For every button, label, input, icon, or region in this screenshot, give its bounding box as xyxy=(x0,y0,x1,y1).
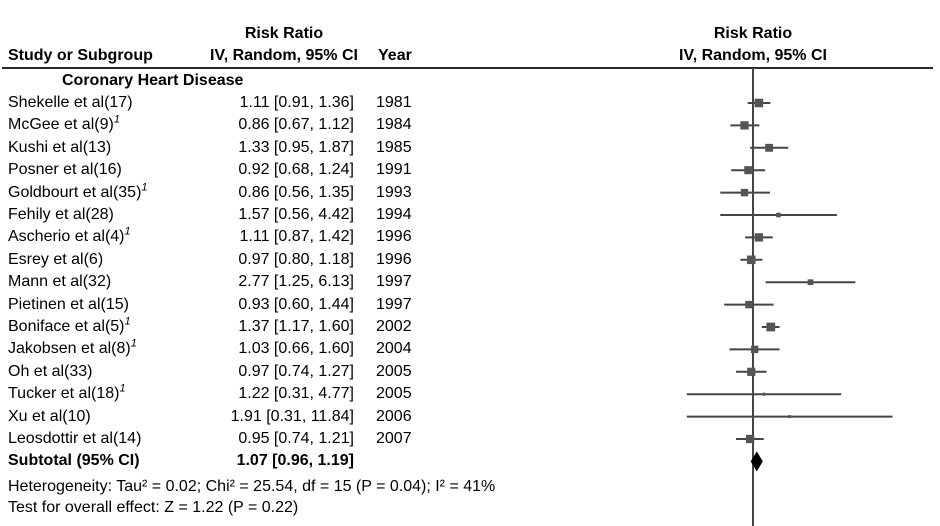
study-effect-text: 0.86 [0.56, 1.35] xyxy=(238,183,354,201)
study-year: 2005 xyxy=(376,362,412,380)
study-year: 2007 xyxy=(376,430,412,447)
study-effect-text: 1.11 [0.91, 1.36] xyxy=(239,94,354,111)
left-effect-col-title-line2: IV, Random, 95% CI xyxy=(210,47,358,64)
overall-effect-text: Test for overall effect: Z = 1.22 (P = 0… xyxy=(8,499,299,516)
study-effect-text: 0.95 [0.74, 1.21] xyxy=(238,430,354,447)
study-name: Esrey et al(6) xyxy=(8,250,104,268)
study-effect-text: 1.57 [0.56, 4.42] xyxy=(238,206,354,223)
study-name: Posner et al(16) xyxy=(8,161,122,179)
effect-marker xyxy=(744,166,753,175)
effect-marker xyxy=(745,434,755,444)
right-plot-title-line2: IV, Random, 95% CI xyxy=(679,47,827,64)
right-plot-title-line1: Risk Ratio xyxy=(713,25,793,42)
study-name: Boniface et al(5)1 xyxy=(8,315,131,335)
study-effect-text: 1.33 [0.95, 1.87] xyxy=(238,138,354,156)
study-name: Leosdottir et al(14) xyxy=(8,430,142,447)
study-name: Jakobsen et al(8)1 xyxy=(8,338,137,358)
effect-marker xyxy=(776,212,781,218)
effect-marker xyxy=(762,392,766,396)
study-name: Xu et al(10) xyxy=(8,407,91,425)
study-col-header: Study or Subgroup xyxy=(8,47,153,64)
heterogeneity-text: Heterogeneity: Tau² = 0.02; Chi² = 25.54… xyxy=(8,478,496,495)
effect-marker xyxy=(746,255,756,265)
effect-marker xyxy=(750,345,759,354)
study-effect-text: 0.93 [0.60, 1.44] xyxy=(238,295,354,313)
study-year: 1991 xyxy=(376,161,412,179)
subtotal-label: Subtotal (95% CI) xyxy=(8,452,140,469)
study-year: 1981 xyxy=(376,94,412,111)
study-effect-text: 0.92 [0.68, 1.24] xyxy=(238,161,354,179)
study-name: Pietinen et al(15) xyxy=(8,295,129,313)
effect-marker xyxy=(765,143,774,152)
effect-marker xyxy=(788,415,792,419)
study-name: Goldbourt et al(35)1 xyxy=(8,181,148,201)
effect-marker xyxy=(745,300,753,309)
study-effect-text: 1.22 [0.31, 4.77] xyxy=(238,385,354,403)
study-name: Mann et al(32) xyxy=(8,273,112,291)
study-year: 1984 xyxy=(376,116,412,134)
study-name: Oh et al(33) xyxy=(8,362,93,380)
study-effect-text: 0.86 [0.67, 1.12] xyxy=(238,116,354,134)
year-col-header: Year xyxy=(378,47,412,64)
study-year: 1996 xyxy=(376,228,412,246)
subgroup-label: Coronary Heart Disease xyxy=(62,72,244,89)
effect-marker xyxy=(740,121,749,130)
study-effect-text: 0.97 [0.74, 1.27] xyxy=(238,362,354,380)
effect-marker xyxy=(754,233,764,242)
study-year: 2005 xyxy=(376,385,412,403)
subtotal-effect-text: 1.07 [0.96, 1.19] xyxy=(236,452,354,469)
study-effect-text: 1.37 [1.17, 1.60] xyxy=(238,318,354,335)
study-year: 1997 xyxy=(376,273,412,291)
effect-marker xyxy=(754,98,764,108)
header-rule xyxy=(2,67,933,69)
study-year: 1994 xyxy=(376,206,412,223)
study-name: Fehily et al(28) xyxy=(8,206,114,223)
study-year: 1985 xyxy=(376,138,412,156)
effect-marker xyxy=(807,279,814,286)
study-effect-text: 1.91 [0.31, 11.84] xyxy=(230,407,354,425)
study-effect-text: 1.03 [0.66, 1.60] xyxy=(238,340,354,358)
study-effect-text: 1.11 [0.87, 1.42] xyxy=(239,228,354,246)
study-name: Kushi et al(13) xyxy=(8,138,112,156)
study-year: 1997 xyxy=(376,295,412,313)
left-effect-col-title-line1: Risk Ratio xyxy=(244,25,324,42)
study-name: McGee et al(9)1 xyxy=(8,114,120,134)
study-name: Shekelle et al(17) xyxy=(8,94,133,111)
study-year: 2004 xyxy=(376,340,412,358)
subtotal-diamond xyxy=(750,451,763,472)
effect-marker xyxy=(740,188,749,197)
study-year: 2002 xyxy=(376,318,412,335)
effect-marker xyxy=(766,322,776,332)
study-name: Tucker et al(18)1 xyxy=(8,382,126,403)
study-name: Ascherio et al(4)1 xyxy=(8,226,131,246)
effect-marker xyxy=(747,367,756,376)
study-effect-text: 0.97 [0.80, 1.18] xyxy=(238,250,354,268)
study-year: 1993 xyxy=(376,183,412,201)
study-year: 1996 xyxy=(376,250,412,268)
study-year: 2006 xyxy=(376,407,412,425)
study-effect-text: 2.77 [1.25, 6.13] xyxy=(238,273,354,291)
